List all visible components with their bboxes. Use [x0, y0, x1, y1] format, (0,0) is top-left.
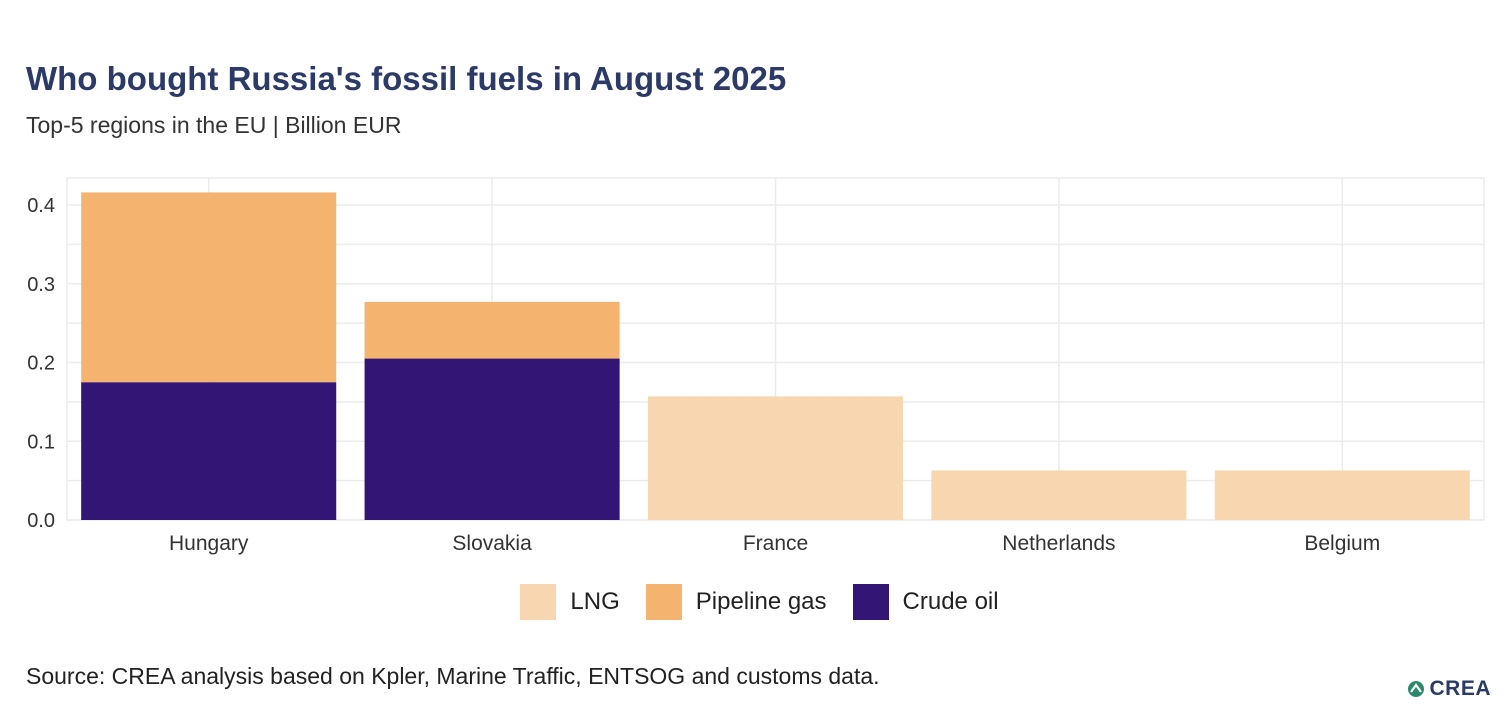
legend-item-lng: LNG — [520, 584, 620, 620]
legend-item-pipeline-gas: Pipeline gas — [645, 584, 827, 620]
bar-chart: 0.0 0.1 0.2 0.3 0.4 Hungary Slovakia France Net… — [27, 177, 1485, 555]
bar-belgium-lng — [1214, 470, 1470, 520]
chart-subtitle: Top-5 regions in the EU | Billion EUR — [26, 112, 402, 138]
legend-label-lng: LNG — [570, 588, 620, 615]
legend-swatch-pipeline-gas — [645, 584, 682, 620]
legend-swatch-crude-oil — [852, 584, 889, 620]
legend-label-pipeline-gas: Pipeline gas — [695, 588, 827, 615]
y-tick-label: 0.3 — [27, 274, 55, 296]
x-tick-label: France — [743, 532, 808, 555]
bar-slovakia-pipeline-gas — [364, 301, 620, 359]
y-tick-label: 0.4 — [27, 195, 55, 217]
crea-logo-text: CREA — [1429, 677, 1491, 700]
y-tick-label: 0.2 — [27, 353, 55, 375]
bar-netherlands-lng — [931, 470, 1187, 520]
bars-layer — [81, 192, 1470, 520]
bar-hungary-pipeline-gas — [81, 192, 337, 383]
legend-label-crude-oil: Crude oil — [902, 588, 999, 615]
crea-logo: CREA — [1407, 677, 1491, 701]
x-axis: Hungary Slovakia France Netherlands Belgium — [169, 532, 1380, 555]
chart-legend: LNG Pipeline gas Crude oil — [0, 584, 1511, 620]
x-tick-label: Hungary — [169, 532, 249, 555]
chart-title: Who bought Russia's fossil fuels in Augu… — [26, 60, 787, 97]
y-axis: 0.0 0.1 0.2 0.3 0.4 — [27, 195, 55, 532]
x-tick-label: Slovakia — [452, 532, 532, 555]
x-tick-label: Belgium — [1304, 532, 1380, 555]
bar-hungary-crude-oil — [81, 382, 337, 520]
x-tick-label: Netherlands — [1002, 532, 1115, 555]
y-tick-label: 0.0 — [27, 510, 55, 532]
legend-item-crude-oil: Crude oil — [852, 584, 999, 620]
crea-logo-icon — [1408, 681, 1425, 697]
source-note: Source: CREA analysis based on Kpler, Ma… — [26, 663, 880, 689]
bar-slovakia-crude-oil — [364, 358, 620, 520]
y-tick-label: 0.1 — [27, 431, 55, 453]
bar-france-lng — [647, 396, 904, 520]
legend-swatch-lng — [520, 584, 557, 620]
